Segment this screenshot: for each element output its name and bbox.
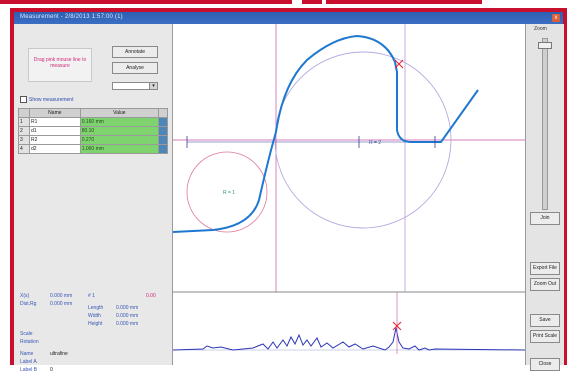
annotate-button[interactable]: Annotate [112,46,158,58]
x-label: X(s) [20,293,30,299]
table-header-row: Name Value [18,108,168,118]
row-value[interactable]: 0.270 [79,135,160,145]
save-button[interactable]: Save [530,314,560,327]
width-value: 0.000 mm [116,313,139,319]
chevron-down-icon[interactable]: ▾ [149,83,157,89]
marker-top[interactable] [394,59,404,69]
window-title: Measurement - 2/8/2013 1:57:00 (1) [20,14,123,20]
length-value: 0.000 mm [116,305,139,311]
top-strip-segment-left [0,0,292,4]
profile-plot[interactable]: R = 1 R = 2 [172,24,526,365]
row-action-icon[interactable] [158,144,168,154]
center-label-large: R = 2 [369,140,381,146]
row-action-icon[interactable] [158,135,168,145]
table-header [18,108,30,118]
count-label: # 1 [88,293,95,299]
label-b: Label B [20,367,37,373]
zoom-label: Zoom [534,26,547,32]
close-button[interactable]: x [552,14,560,22]
row-name[interactable]: d1 [29,126,81,136]
row-name[interactable]: R2 [29,135,81,145]
row-value[interactable]: 1.060 mm [79,144,160,154]
instruction-message: Drag pink mouse line to measure [28,48,92,82]
row-name[interactable]: d2 [29,144,81,154]
mode-select[interactable]: ▾ [112,82,158,90]
export-file-button[interactable]: Export File [530,262,560,275]
checkbox-box[interactable] [20,96,27,103]
center-label-small: R = 1 [223,190,235,196]
x-value: 0.000 mm [50,293,73,299]
table-header: Value [79,108,160,118]
join-button[interactable]: Join [530,212,560,225]
measurement-table: Name Value 1 R1 0.160 mm 2 d1 80.10 3 R2… [18,108,168,154]
red-value: 0.00 [146,293,156,299]
application-window: Measurement - 2/8/2013 1:57:00 (1) x Dra… [10,8,567,373]
marker-residual[interactable] [392,321,402,331]
rotation-label: Rotation [20,339,39,345]
row-number: 3 [18,135,30,145]
left-panel: Drag pink mouse line to measure Annotate… [14,24,173,373]
zoom-out-button[interactable]: Zoom Out [530,278,560,291]
title-bar: Measurement - 2/8/2013 1:57:00 (1) x [14,12,563,24]
name-label: Name [20,351,34,357]
analyse-button[interactable]: Analyse [112,62,158,74]
dist-value: 0.000 mm [50,301,73,307]
row-action-icon[interactable] [158,117,168,127]
checkbox-label: Show measurement [29,96,74,103]
profile-plot-svg[interactable]: R = 1 R = 2 [172,24,526,365]
dist-label: Dist.Rg [20,301,37,307]
fit-circle-small[interactable] [186,151,268,233]
label-b-value: 0 [50,367,53,373]
residual-trace[interactable] [172,327,526,351]
table-header [158,108,168,118]
top-strip-segment-right [326,0,482,4]
width-label: Width [88,313,101,319]
row-name[interactable]: R1 [29,117,81,127]
height-label: Height [88,321,103,327]
scale-label: Scale [20,331,33,337]
fit-circle-large[interactable] [274,51,452,229]
table-row[interactable]: 1 R1 0.160 mm [18,117,168,127]
profile-curve[interactable] [172,34,479,233]
table-row[interactable]: 2 d1 80.10 [18,126,168,136]
row-value[interactable]: 80.10 [79,126,160,136]
table-row[interactable]: 4 d2 1.060 mm [18,144,168,154]
row-number: 4 [18,144,30,154]
zoom-slider-track[interactable] [542,38,548,210]
row-action-icon[interactable] [158,126,168,136]
print-scale-button[interactable]: Print Scale [530,330,560,343]
label-a: Label A [20,359,37,365]
row-number: 1 [18,117,30,127]
name-value: ultrafine [50,351,68,357]
row-number: 2 [18,126,30,136]
table-header: Name [29,108,81,118]
table-row[interactable]: 3 R2 0.270 [18,135,168,145]
right-panel: Zoom Join Export File Zoom Out Save Prin… [525,24,564,371]
height-value: 0.000 mm [116,321,139,327]
length-label: Length [88,305,104,311]
top-strip [0,0,577,10]
row-value[interactable]: 0.160 mm [79,117,160,127]
zoom-slider-thumb[interactable] [538,42,552,49]
show-measurement-checkbox[interactable]: Show measurement [20,96,73,103]
top-strip-segment-mid [302,0,322,4]
